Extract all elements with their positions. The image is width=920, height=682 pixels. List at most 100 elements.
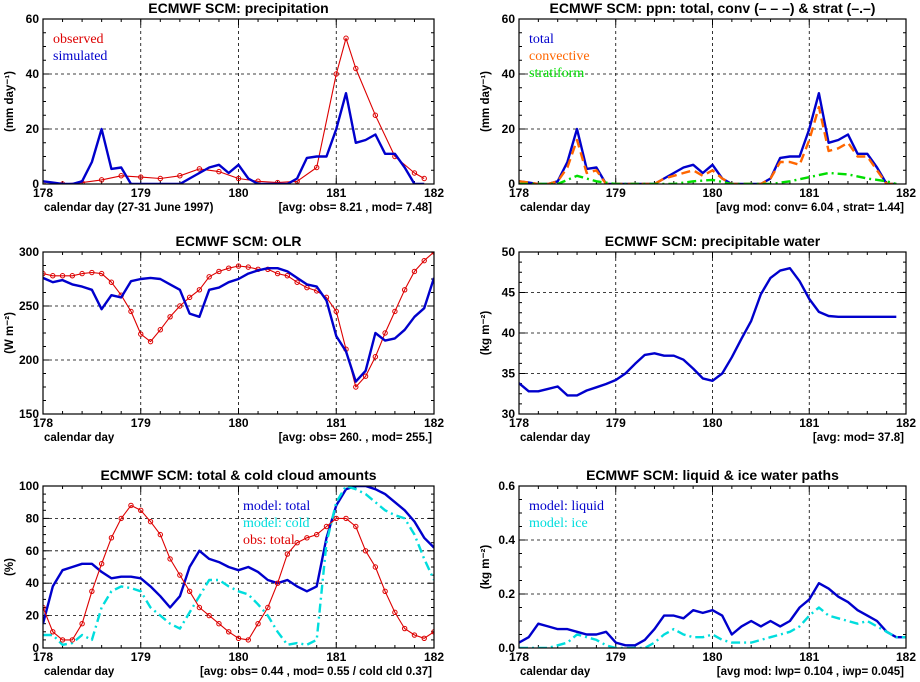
- series-marker: [98, 270, 105, 277]
- series-marker: [245, 637, 251, 643]
- series-marker: [343, 515, 349, 522]
- series-marker: [79, 270, 85, 277]
- x-tick-label: 178: [33, 650, 53, 664]
- stats-summary: [avg: obs= 0.44 , mod= 0.55 / cold cld 0…: [200, 666, 432, 678]
- chart-title: ECMWF SCM: liquid & ice water paths: [586, 467, 839, 483]
- series-line-1: [43, 37, 425, 184]
- series-marker: [226, 629, 232, 635]
- series-marker: [108, 535, 115, 541]
- y-axis-label: (kg m⁻²): [480, 545, 492, 590]
- series-line-2: [43, 267, 434, 383]
- grid: [43, 19, 434, 184]
- series-marker: [284, 551, 291, 557]
- series-marker: [177, 303, 183, 309]
- series-marker: [294, 540, 300, 546]
- series-marker: [362, 548, 369, 554]
- series-marker: [196, 166, 203, 172]
- series-line-2: [43, 91, 425, 184]
- series-marker: [128, 502, 134, 509]
- series-marker: [79, 621, 85, 627]
- series-marker: [411, 170, 418, 176]
- y-tick-label: 250: [19, 299, 39, 313]
- series-marker: [128, 308, 134, 315]
- x-tick-label: 182: [896, 650, 916, 664]
- y-tick-label: 300: [19, 245, 39, 259]
- y-tick-label: 60: [26, 12, 40, 26]
- series-marker: [382, 588, 388, 594]
- series-marker: [314, 164, 320, 171]
- series-marker: [59, 637, 66, 643]
- y-tick-label: 20: [26, 609, 40, 623]
- series-marker: [138, 331, 144, 337]
- x-tick-label: 180: [702, 186, 722, 200]
- grid: [519, 486, 906, 648]
- x-tick-label: 179: [131, 650, 151, 664]
- series-marker: [167, 556, 173, 562]
- series-marker: [304, 535, 310, 541]
- stats-summary: [avg mod: lwp= 0.104 , iwp= 0.045]: [717, 666, 904, 678]
- series-line-1: [43, 252, 434, 388]
- chart-panel-6: ECMWF SCM: liquid & ice water paths 178 17…: [480, 467, 916, 678]
- legend-entry: model: cold: [243, 516, 310, 531]
- y-tick-label: 100: [19, 479, 39, 493]
- series-marker: [89, 588, 95, 594]
- series-marker: [411, 268, 418, 275]
- x-tick-label: 182: [896, 416, 916, 430]
- series-marker: [294, 279, 300, 285]
- x-axis-label: calendar day: [520, 202, 591, 214]
- y-axis-label: (mm day⁻¹): [480, 71, 492, 132]
- y-tick-label: 35: [502, 367, 516, 381]
- series-marker: [274, 580, 281, 586]
- chart-panel-4: ECMWF SCM: precipitable water 178 179 180 18…: [480, 233, 916, 444]
- chart-panel-5: ECMWF SCM: total & cold cloud amounts 178…: [4, 467, 444, 678]
- series-marker: [50, 629, 56, 635]
- series-marker: [118, 173, 124, 179]
- x-tick-label: 181: [326, 416, 346, 430]
- legend-entry: model: ice: [529, 516, 588, 531]
- x-tick-label: 181: [326, 650, 346, 664]
- x-tick-label: 180: [702, 650, 722, 664]
- series-line-3: [519, 171, 897, 184]
- x-tick-label: 178: [509, 650, 529, 664]
- x-tick-label: 182: [896, 186, 916, 200]
- series-marker: [372, 564, 379, 570]
- series-line-1: [519, 91, 897, 184]
- x-tick-label: 181: [799, 416, 819, 430]
- series-marker: [59, 181, 66, 184]
- series-marker: [274, 270, 281, 277]
- y-tick-label: 150: [19, 407, 39, 421]
- series-marker: [255, 621, 261, 627]
- y-axis-label: (mm day⁻¹): [4, 71, 16, 132]
- series-group: [43, 252, 434, 390]
- y-axis-label: (%): [4, 558, 16, 576]
- y-axis-label: (W m⁻²): [4, 312, 16, 354]
- x-tick-label: 178: [509, 416, 529, 430]
- series-marker: [421, 635, 427, 641]
- y-tick-label: 0.6: [498, 479, 515, 493]
- plot-frame: [42, 251, 435, 415]
- grid: [519, 252, 906, 414]
- legend: model: total model: cold obs: total: [243, 499, 310, 548]
- series-marker: [362, 373, 369, 379]
- series-marker: [59, 273, 66, 279]
- y-tick-label: 40: [502, 67, 516, 81]
- y-tick-label: 0.0: [498, 641, 515, 655]
- series-marker: [98, 177, 105, 183]
- chart-title: ECMWF SCM: total & cold cloud amounts: [100, 467, 376, 483]
- series-marker: [216, 621, 222, 627]
- series-marker: [411, 632, 418, 638]
- series-marker: [274, 179, 281, 184]
- series-marker: [216, 268, 222, 275]
- chart-title: ECMWF SCM: OLR: [176, 233, 302, 249]
- series-group: [43, 486, 434, 646]
- x-tick-label: 178: [33, 186, 53, 200]
- y-tick-label: 20: [26, 122, 40, 136]
- series-marker: [284, 273, 291, 279]
- series-marker: [98, 561, 105, 567]
- plot-frame: [42, 18, 435, 185]
- x-tick-label: 179: [606, 186, 626, 200]
- series-marker: [235, 635, 242, 641]
- series-marker: [206, 612, 212, 619]
- series-group: [43, 35, 427, 184]
